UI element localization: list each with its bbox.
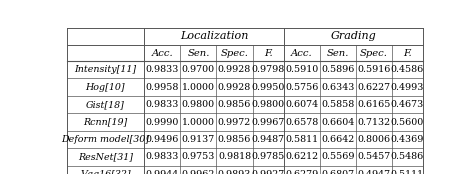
Text: 0.9928: 0.9928 [218, 83, 251, 92]
Text: 0.9962: 0.9962 [182, 170, 215, 174]
Text: 0.6604: 0.6604 [321, 117, 355, 126]
Text: 0.4947: 0.4947 [357, 170, 391, 174]
Text: 0.9137: 0.9137 [182, 135, 215, 144]
Text: ResNet[31]: ResNet[31] [78, 152, 133, 161]
Text: 0.9785: 0.9785 [251, 152, 285, 161]
Text: Vgg16[32]: Vgg16[32] [80, 170, 131, 174]
Text: 0.9818: 0.9818 [218, 152, 251, 161]
Text: 0.4369: 0.4369 [391, 135, 424, 144]
Text: 0.6642: 0.6642 [321, 135, 355, 144]
Text: Rcnn[19]: Rcnn[19] [83, 117, 128, 126]
Text: Grading: Grading [330, 31, 376, 41]
Text: 0.9927: 0.9927 [251, 170, 285, 174]
Text: Localization: Localization [180, 31, 248, 41]
Text: 0.4993: 0.4993 [391, 83, 424, 92]
Text: F.: F. [264, 49, 273, 58]
Text: 0.5910: 0.5910 [285, 65, 318, 74]
Text: 0.9856: 0.9856 [218, 100, 251, 109]
Text: 0.5811: 0.5811 [285, 135, 318, 144]
Text: 0.9967: 0.9967 [251, 117, 285, 126]
Text: 0.4586: 0.4586 [391, 65, 424, 74]
Text: 1.0000: 1.0000 [182, 83, 215, 92]
Text: 0.6578: 0.6578 [285, 117, 318, 126]
Text: Spec.: Spec. [220, 49, 248, 58]
Text: 0.4673: 0.4673 [391, 100, 424, 109]
Text: 0.9928: 0.9928 [218, 65, 251, 74]
Text: 0.5111: 0.5111 [391, 170, 424, 174]
Text: 0.6227: 0.6227 [357, 83, 391, 92]
Text: Sen.: Sen. [327, 49, 349, 58]
Text: 0.5916: 0.5916 [357, 65, 391, 74]
Text: 0.6165: 0.6165 [357, 100, 391, 109]
Text: 0.9950: 0.9950 [251, 83, 285, 92]
Text: Acc.: Acc. [291, 49, 312, 58]
Text: 0.9487: 0.9487 [252, 135, 284, 144]
Text: 0.9944: 0.9944 [146, 170, 179, 174]
Text: 0.5486: 0.5486 [391, 152, 424, 161]
Text: 0.6807: 0.6807 [321, 170, 354, 174]
Text: 0.5858: 0.5858 [321, 100, 355, 109]
Text: 0.9833: 0.9833 [146, 152, 179, 161]
Text: F.: F. [403, 49, 412, 58]
Text: 0.6343: 0.6343 [321, 83, 355, 92]
Text: 0.6279: 0.6279 [285, 170, 318, 174]
Text: 0.9893: 0.9893 [218, 170, 251, 174]
Text: Sen.: Sen. [187, 49, 210, 58]
Text: 0.5569: 0.5569 [321, 152, 355, 161]
Text: 0.5600: 0.5600 [391, 117, 424, 126]
Text: Spec.: Spec. [360, 49, 388, 58]
Text: 1.0000: 1.0000 [182, 117, 215, 126]
Text: 0.9833: 0.9833 [146, 100, 179, 109]
Text: 0.9800: 0.9800 [182, 100, 215, 109]
Text: 0.8006: 0.8006 [357, 135, 391, 144]
Text: 0.9833: 0.9833 [146, 65, 179, 74]
Text: Gist[18]: Gist[18] [86, 100, 125, 109]
Text: 0.9958: 0.9958 [146, 83, 179, 92]
Text: 0.9800: 0.9800 [252, 100, 284, 109]
Text: Acc.: Acc. [152, 49, 173, 58]
Text: 0.5896: 0.5896 [321, 65, 355, 74]
Text: 0.6212: 0.6212 [285, 152, 318, 161]
Text: 0.9753: 0.9753 [182, 152, 215, 161]
Text: 0.6074: 0.6074 [285, 100, 318, 109]
Text: 0.9990: 0.9990 [146, 117, 179, 126]
Text: 0.5457: 0.5457 [357, 152, 391, 161]
Text: 0.7132: 0.7132 [357, 117, 391, 126]
Text: 0.9798: 0.9798 [251, 65, 285, 74]
Text: 0.9496: 0.9496 [146, 135, 179, 144]
Text: 0.5756: 0.5756 [285, 83, 319, 92]
Text: 0.9856: 0.9856 [218, 135, 251, 144]
Text: 0.9700: 0.9700 [182, 65, 215, 74]
Text: Hog[10]: Hog[10] [86, 83, 125, 92]
Text: Deform model[30]: Deform model[30] [62, 135, 149, 144]
Text: 0.9972: 0.9972 [218, 117, 251, 126]
Text: Intensity[11]: Intensity[11] [74, 65, 137, 74]
